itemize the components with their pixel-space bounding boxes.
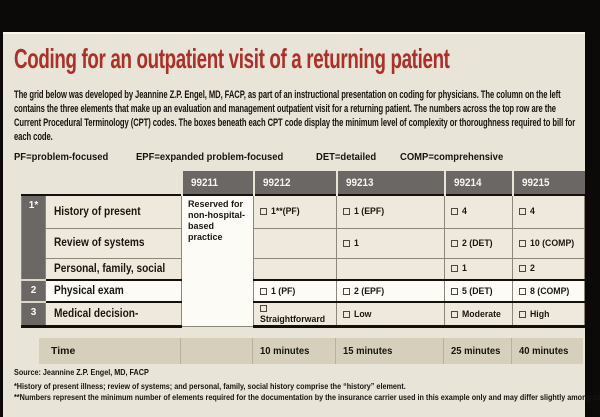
checkbox-icon[interactable] [343,208,350,216]
cell-history-99212: 1**(PF) [253,194,337,229]
table-row: Personal, family, social 1 2 [22,257,585,281]
table-row: 3 Medical decision- Straightforward Low … [21,301,585,328]
row-label-history: History of present [45,194,182,229]
checkbox-icon[interactable] [451,287,458,295]
cell-history-99214: 4 [444,194,513,229]
time-99212: 10 minutes [252,338,335,364]
checkbox-icon[interactable] [451,239,458,247]
cell-review-99212 [253,227,337,259]
section-number-2: 2 [21,279,46,303]
page-title: Coding for an outpatient visit of a retu… [14,43,450,74]
row-label-personal: Personal, family, social [45,257,182,281]
checkbox-icon[interactable] [519,239,526,247]
header-spacer [22,171,46,195]
cell-decision-99215: High [512,301,585,328]
cell-personal-99214: 1 [444,257,513,281]
checkbox-icon[interactable] [343,287,350,295]
col-header-99213: 99213 [335,171,445,195]
time-row-label: Time [51,345,76,357]
checkbox-icon[interactable] [343,239,350,247]
checkbox-icon[interactable] [519,287,526,295]
cell-decision-99214: Moderate [444,301,513,328]
legend-item-det: DET=detailed [316,151,377,163]
table-row: 2 Physical exam 1 (PF) 2 (EPF) 5 (DET) 8… [21,279,585,303]
section-number-1: 1* [21,194,46,281]
checkbox-icon[interactable] [260,305,267,312]
table-row: 1* History of present Reserved for non-h… [21,194,585,327]
time-99213: 15 minutes [335,338,443,364]
cell-physical-99212: 1 (PF) [253,279,337,303]
cell-history-99213: 1 (EPF) [336,194,445,229]
section-number-3: 3 [21,301,46,328]
legend-item-pf: PF=problem-focused [14,151,109,163]
footnote-history: *History of present illness; review of s… [14,381,406,391]
checkbox-icon[interactable] [451,265,458,273]
cpt-coding-table: 99211 99212 99213 99214 99215 1* History… [21,171,585,328]
cell-physical-99214: 5 (DET) [444,279,513,303]
legend-item-comp: COMP=comprehensive [400,151,504,163]
cell-99211-reserved: Reserved for non-hospital-based practice [181,194,254,327]
checkbox-icon[interactable] [260,287,267,295]
col-header-99214: 99214 [443,171,513,195]
time-row: Time 10 minutes 15 minutes 25 minutes 40… [39,338,583,364]
cell-decision-99213: Low [336,301,445,328]
checkbox-icon[interactable] [451,208,458,216]
row-label-medical-decision: Medical decision- [45,301,182,328]
cell-history-99215: 4 [512,194,585,229]
col-header-99212: 99212 [252,171,337,195]
cell-decision-99212: Straightforward [253,301,337,328]
table-row: Review of systems 1 2 (DET) 10 (COMP) [22,227,585,259]
cell-physical-99215: 8 (COMP) [512,279,585,303]
cell-review-99214: 2 (DET) [444,227,513,259]
cell-personal-99213 [336,257,445,281]
cell-review-99213: 1 [336,227,445,259]
intro-paragraph: The grid below was developed by Jeannine… [14,89,576,143]
checkbox-icon[interactable] [260,208,267,216]
row-label-physical-exam: Physical exam [45,279,182,303]
cell-physical-99213: 2 (EPF) [336,279,445,303]
col-header-99215: 99215 [511,171,585,195]
checkbox-icon[interactable] [343,310,350,318]
cell-personal-99215: 2 [512,257,585,281]
legend-item-epf: EPF=expanded problem-focused [135,151,284,163]
checkbox-icon[interactable] [451,310,458,318]
footnotes: Source: Jeannine Z.P. Engel, MD, FACP *H… [14,367,600,403]
checkbox-icon[interactable] [519,310,526,318]
row-label-review: Review of systems [45,227,182,259]
time-99214: 25 minutes [443,338,511,364]
cpt-header-row: 99211 99212 99213 99214 99215 [22,171,585,195]
checkbox-icon[interactable] [519,208,526,216]
col-header-99211: 99211 [180,171,254,195]
article-card: Coding for an outpatient visit of a retu… [3,32,600,417]
time-99211-empty [180,338,252,364]
time-99215: 40 minutes [511,338,583,364]
footnote-numbers: **Numbers represent the minimum number o… [14,392,600,402]
checkbox-icon[interactable] [519,265,526,273]
footnote-source: Source: Jeannine Z.P. Engel, MD, FACP [14,367,149,377]
header-spacer [46,171,182,195]
abbreviation-legend: PF=problem-focused EPF=expanded problem-f… [14,151,532,163]
cell-review-99215: 10 (COMP) [512,227,585,259]
cell-personal-99212 [253,257,337,281]
